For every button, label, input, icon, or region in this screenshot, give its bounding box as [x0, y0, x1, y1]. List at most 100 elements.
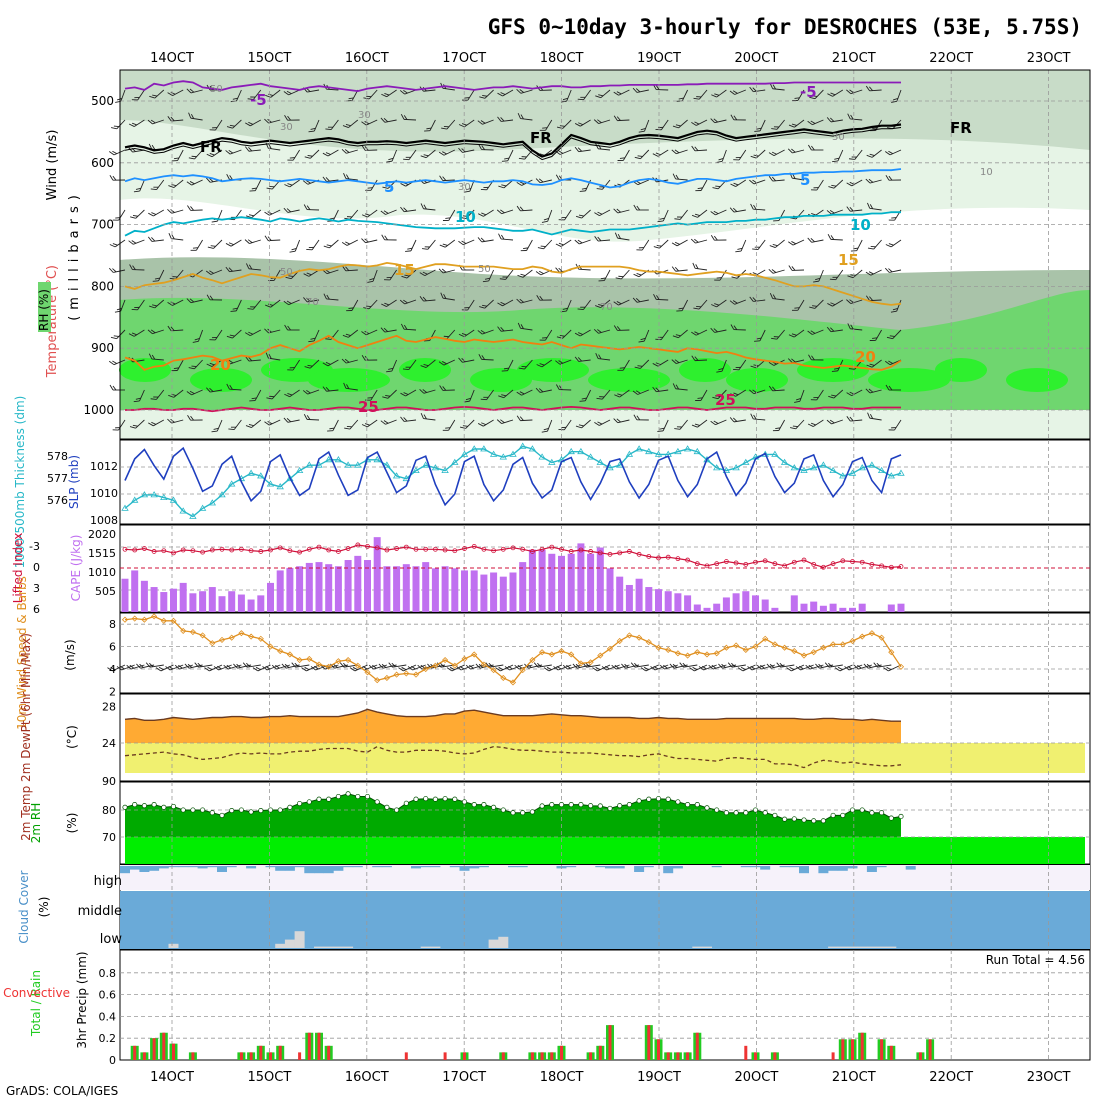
wind-barb — [650, 664, 669, 671]
precip-conv-bar — [142, 1052, 146, 1060]
wind-barb — [498, 179, 514, 189]
cloud-high-bar — [372, 866, 383, 868]
cape-bar — [829, 603, 837, 612]
wind-barb — [518, 149, 533, 160]
lifted-index-point — [859, 559, 865, 565]
wind-barb — [865, 269, 882, 276]
wind-barb — [386, 149, 398, 163]
wind-barb — [657, 209, 669, 223]
wind10-tick: 6 — [109, 641, 116, 654]
cloud-low-bar — [828, 946, 839, 948]
cape-bar — [325, 564, 333, 612]
precip-conv-bar — [744, 1045, 748, 1060]
wind-barb — [809, 299, 824, 309]
wind-barb — [730, 179, 747, 187]
lifted-index-point — [209, 547, 215, 553]
cloud-high-bar — [381, 866, 392, 868]
lifted-index-point — [452, 548, 458, 554]
wind-barb — [708, 664, 727, 670]
cape-bar — [790, 595, 798, 612]
wind10-tick: 2 — [109, 685, 116, 698]
lifted-index-point — [685, 557, 690, 563]
wind-barb — [788, 329, 805, 338]
lifted-index-point — [772, 561, 778, 567]
cloud-high-bar — [158, 866, 169, 869]
thickness-point — [247, 469, 255, 476]
wind-barb — [516, 389, 533, 396]
cape-bar — [315, 562, 323, 612]
rh2m-point — [859, 807, 865, 813]
wind-barb — [828, 389, 844, 399]
wind-barb — [674, 419, 688, 430]
wind-barb — [595, 353, 611, 361]
wind-barb — [226, 329, 242, 339]
wind-barb — [480, 389, 494, 401]
thickness-point — [790, 464, 799, 471]
thickness-point — [645, 447, 653, 455]
precip-conv-bar — [647, 1025, 651, 1060]
rh2m-point — [316, 796, 322, 802]
rh2m-point — [326, 796, 332, 802]
wind-barb — [795, 664, 814, 671]
wind-barb — [691, 355, 708, 362]
wind-barb — [750, 203, 766, 211]
wind-barb — [458, 119, 475, 128]
wind-barb — [459, 419, 475, 429]
wind-barb — [710, 327, 727, 333]
wind-barb — [885, 149, 902, 156]
ylabel-cloud-unit: (%) — [37, 897, 51, 918]
wind-barb — [574, 356, 591, 362]
precip-conv-bar — [249, 1052, 253, 1060]
wind-barb — [368, 664, 388, 670]
lifted-index-point — [180, 547, 186, 553]
lifted-index-point — [277, 545, 283, 551]
wind-barb — [886, 329, 902, 340]
wind-barb — [711, 89, 727, 98]
wind-barb — [211, 419, 223, 433]
wind10-tick: 8 — [109, 618, 116, 631]
wind-barb — [788, 119, 805, 128]
slp-tick: 1008 — [90, 514, 118, 527]
rh2m-point — [655, 796, 662, 802]
thickness-point — [460, 450, 469, 457]
temp-tick: 24 — [102, 737, 116, 750]
wind-barb — [400, 389, 417, 397]
rh-contour-label: 70 — [306, 297, 319, 308]
wind-barb — [596, 179, 611, 190]
wind-barb — [323, 293, 339, 301]
precip-conv-bar — [463, 1052, 466, 1060]
cloud-low-bar — [314, 946, 324, 948]
wind-barb — [167, 418, 184, 424]
wind-barb — [768, 268, 785, 274]
thickness-point — [198, 504, 207, 511]
thickness-point — [451, 458, 459, 465]
cape-bar — [461, 570, 468, 612]
wind-barb — [442, 419, 456, 431]
wind-barb — [188, 149, 203, 160]
wind-barb — [342, 329, 359, 338]
cape-bar — [897, 603, 905, 612]
rh-band-bright — [308, 368, 390, 392]
precip-conv-bar — [298, 1052, 302, 1060]
wind10-point — [432, 662, 439, 669]
wind-barb — [289, 239, 301, 253]
wind-barb — [265, 352, 281, 361]
lifted-index-point — [782, 563, 787, 569]
wind-barb — [716, 149, 727, 163]
wind-barb — [613, 89, 630, 96]
wind-barb — [283, 89, 300, 96]
rh2m-point — [772, 812, 778, 818]
cape-bar — [887, 604, 895, 612]
rh2m-point — [335, 793, 341, 800]
cape-bar — [412, 566, 420, 612]
wind-barb — [249, 179, 262, 192]
wind-barb — [284, 389, 300, 398]
wind-barb — [714, 269, 727, 281]
wind-barb — [186, 88, 203, 94]
li-tick: 6 — [33, 603, 40, 616]
wind-barb — [776, 662, 795, 668]
precip-tick: 0 — [109, 1054, 116, 1067]
wind-barb — [207, 239, 223, 249]
wind-barb — [516, 298, 533, 304]
lifted-index-point — [403, 544, 409, 550]
